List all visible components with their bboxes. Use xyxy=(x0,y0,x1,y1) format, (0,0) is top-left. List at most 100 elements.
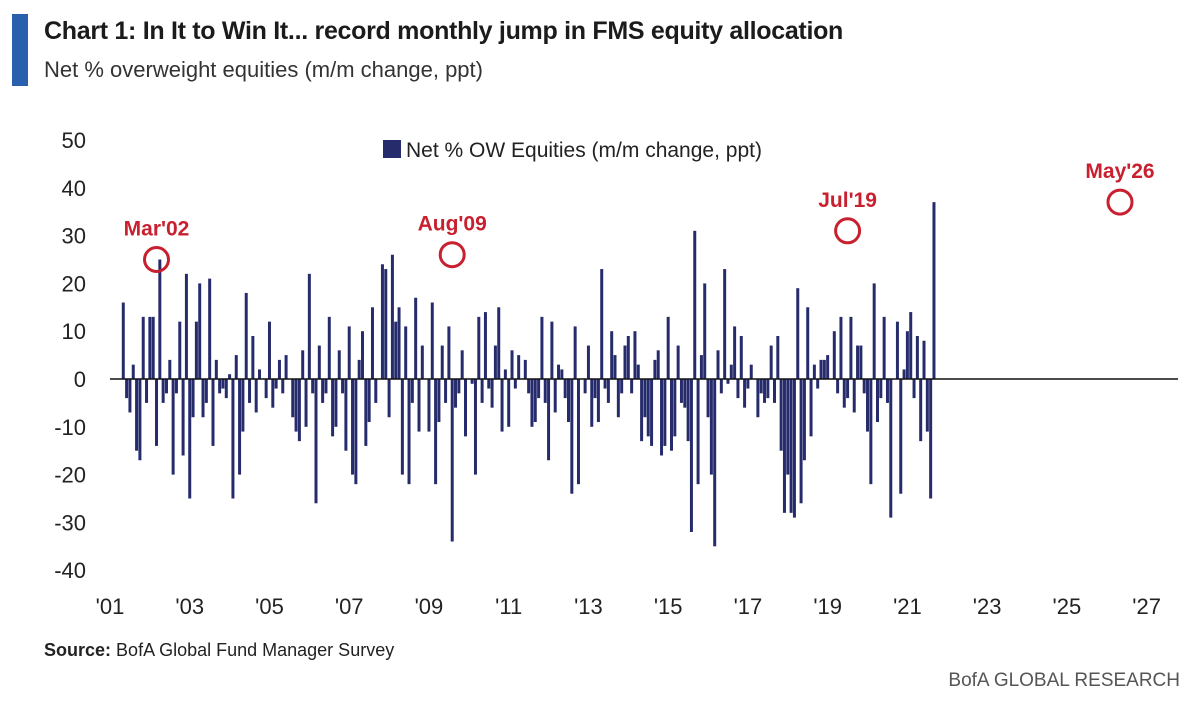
chart-bar xyxy=(241,379,245,432)
chart-bar xyxy=(148,316,152,379)
chart-bar xyxy=(364,379,368,446)
annotations-layer: Mar'02 Aug'09 Jul'19 May'26 xyxy=(124,160,1155,273)
chart-bar xyxy=(188,379,192,499)
chart-bar xyxy=(530,379,534,427)
chart-bar xyxy=(307,273,311,379)
chart-bar xyxy=(809,379,813,437)
chart-bar xyxy=(812,364,816,379)
chart-bar xyxy=(743,379,747,408)
chart-bar xyxy=(384,269,388,379)
x-tick-label: '21 xyxy=(893,594,922,619)
chart-bar xyxy=(709,379,713,475)
chart-bar xyxy=(749,364,753,379)
chart-bar xyxy=(832,331,836,379)
x-axis-ticks: '01 '03 '05 '07 '09 '11 '13 '15 '17 '19 '21 '23 '25 '… xyxy=(96,594,1161,619)
chart-bar xyxy=(610,331,614,379)
chart-bar xyxy=(723,269,727,379)
chart-bar xyxy=(341,379,345,394)
chart-bar xyxy=(410,379,414,403)
chart-bar xyxy=(819,359,823,379)
chart-bar xyxy=(570,379,574,494)
chart-bar xyxy=(314,379,318,504)
chart-bar xyxy=(331,379,335,437)
chart-bar xyxy=(174,379,178,394)
chart-bar xyxy=(590,379,594,427)
chart-bar xyxy=(759,379,763,394)
chart-bar xyxy=(663,379,667,446)
x-tick-label: '27 xyxy=(1132,594,1161,619)
chart-bar xyxy=(915,335,919,379)
chart-bar xyxy=(394,321,398,379)
chart-bar xyxy=(470,379,474,384)
chart-bar xyxy=(876,379,879,423)
chart-bar xyxy=(729,364,733,379)
chart-bar xyxy=(909,312,913,379)
chart-bar xyxy=(650,379,654,446)
chart-bar xyxy=(513,379,517,389)
chart-bar xyxy=(806,307,810,379)
chart-bar xyxy=(643,379,647,418)
chart-bar xyxy=(487,379,491,389)
chart-bar xyxy=(696,379,700,485)
chart-bar xyxy=(716,350,720,379)
chart-bar xyxy=(586,345,590,379)
chart-bar xyxy=(447,326,451,379)
chart-bar xyxy=(576,379,580,485)
chart-bar xyxy=(706,379,710,418)
chart-bar xyxy=(228,374,232,379)
source-text: BofA Global Fund Manager Survey xyxy=(116,640,395,660)
chart-subtitle: Net % overweight equities (m/m change, p… xyxy=(44,57,483,82)
y-tick-label: 20 xyxy=(62,271,86,296)
chart-bar xyxy=(846,379,850,399)
chart-bar xyxy=(822,359,826,379)
chart-bar xyxy=(357,359,361,379)
chart-bar xyxy=(866,379,870,432)
chart-bar xyxy=(161,379,165,403)
chart-legend: Net % OW Equities (m/m change, ppt) xyxy=(383,139,762,162)
chart-bar xyxy=(281,379,285,394)
chart-bar xyxy=(862,379,866,394)
x-tick-label: '19 xyxy=(813,594,842,619)
chart-bar xyxy=(872,283,876,379)
chart-bar xyxy=(324,379,328,394)
chart-bar xyxy=(460,350,464,379)
x-tick-label: '01 xyxy=(96,594,125,619)
y-axis-ticks: 50 40 30 20 10 0 -10 -20 -30 -40 xyxy=(54,128,86,583)
y-tick-label: 10 xyxy=(62,319,86,344)
x-tick-label: '11 xyxy=(495,594,522,619)
chart-bar xyxy=(852,379,856,413)
chart-bar xyxy=(450,379,454,542)
chart-bar xyxy=(390,254,394,379)
chart-bar xyxy=(327,316,331,379)
annotation-label: May'26 xyxy=(1085,160,1154,183)
chart-bar xyxy=(218,379,222,394)
chart-bar xyxy=(623,345,627,379)
chart-bar xyxy=(500,379,504,432)
chart-title: Chart 1: In It to Win It... record month… xyxy=(44,17,844,45)
chart-bar xyxy=(869,379,873,485)
chart-bar xyxy=(796,288,800,379)
chart-bar xyxy=(158,259,162,379)
chart-bar xyxy=(699,355,703,379)
chart-bar xyxy=(400,379,404,475)
chart-bar xyxy=(567,379,570,423)
chart-bar xyxy=(679,379,683,403)
chart-bar xyxy=(543,379,547,403)
chart-bar xyxy=(726,379,730,384)
chart-bar xyxy=(932,202,936,379)
chart-bar xyxy=(560,369,564,379)
chart-bar xyxy=(251,335,255,379)
chart-bar xyxy=(507,379,511,427)
chart-bar xyxy=(842,379,846,408)
annotation-label: Jul'19 xyxy=(818,189,877,212)
chart-bar xyxy=(882,316,886,379)
chart-bar xyxy=(291,379,295,418)
chart-bar xyxy=(603,379,607,389)
chart-bar xyxy=(497,307,501,379)
chart-bar xyxy=(135,379,139,451)
chart-bar xyxy=(563,379,567,399)
chart-bar xyxy=(673,379,677,437)
chart-bar xyxy=(613,355,617,379)
chart-bar xyxy=(138,379,142,461)
chart-bar xyxy=(533,379,537,423)
